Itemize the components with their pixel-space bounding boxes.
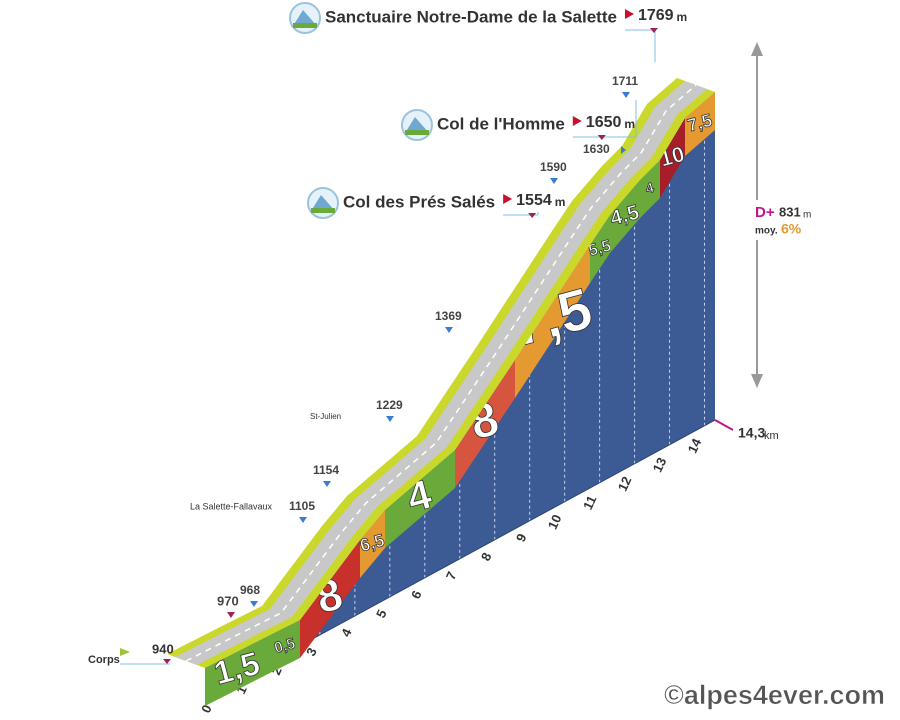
gain-arrow-head [751, 42, 763, 56]
gain-unit: m [803, 210, 811, 221]
summit-marker-tri [597, 135, 606, 140]
km-label: 4 [338, 626, 355, 640]
waypoint-tri [550, 178, 558, 184]
summit-name: Col des Prés Salés [343, 192, 495, 211]
avg-value: 6% [781, 221, 802, 237]
waypoint-altitude: 1711 [612, 74, 638, 88]
km-label: 7 [443, 569, 460, 582]
summit-icon-grass [293, 23, 317, 28]
km-label: 11 [580, 493, 599, 512]
summit-flag [503, 194, 513, 204]
waypoint-altitude: 1590 [540, 160, 567, 174]
km-label: 10 [545, 512, 565, 531]
distance-value: 14,3 [738, 425, 765, 441]
summit-marker: Col de l'Homme 1650 m [401, 100, 637, 141]
summit-icon-mountain [405, 117, 429, 133]
km-label: 14 [685, 435, 705, 455]
avg-label: moy. [755, 226, 778, 237]
summit-flag [572, 116, 582, 126]
summit-name: Col de l'Homme [437, 114, 565, 133]
waypoint-tri [386, 416, 394, 422]
summit-flag [624, 9, 634, 19]
summit-marker-tri [528, 213, 537, 218]
gain-arrow-head [751, 374, 763, 388]
gradient-block [455, 360, 515, 488]
waypoint-tri [622, 92, 630, 98]
mountain-face [205, 92, 715, 692]
summit-icon-grass [405, 130, 429, 135]
gradient-block [385, 450, 455, 548]
summit-unit: m [677, 10, 688, 24]
waypoint-altitude: 1369 [435, 309, 462, 323]
gain-label: D+ [755, 204, 775, 221]
waypoint-altitude: 1229 [376, 398, 403, 412]
summit-marker: Sanctuaire Notre-Dame de la Salette 1769 m [289, 2, 688, 62]
distance-tick [714, 419, 734, 431]
gradient-block [515, 245, 590, 398]
gradient-block [360, 510, 385, 578]
km-label: 6 [408, 588, 425, 601]
distance-unit: km [764, 430, 779, 442]
summit-altitude: 1554 [516, 192, 552, 209]
summit-icon-grass [311, 208, 335, 213]
waypoint-tri [445, 327, 453, 333]
credit: ©alpes4ever.com [664, 680, 885, 710]
gradient-block [270, 620, 300, 673]
summit-icon-mountain [293, 10, 317, 26]
summit-unit: m [624, 117, 635, 131]
gradient-block [300, 540, 360, 658]
km-label: 13 [650, 455, 670, 474]
gradient-block [660, 118, 685, 198]
waypoint-tri [250, 601, 258, 607]
summit-icon-mountain [311, 195, 335, 211]
start-flag [120, 648, 130, 656]
summit-unit: m [555, 195, 566, 209]
road-surface [175, 81, 707, 665]
gradient-block [640, 160, 660, 218]
waypoint-altitude: 1154 [313, 463, 339, 477]
waypoint-tri [323, 481, 331, 487]
km-label: 12 [615, 474, 635, 493]
waypoint-altitude: 970 [217, 593, 239, 608]
start-tri [163, 659, 171, 664]
start-name: Corps [88, 654, 120, 666]
waypoint-tri [299, 517, 307, 523]
summit-marker-tri [649, 28, 658, 33]
gain-value: 831 [779, 204, 801, 219]
summit-altitude: 1650 [586, 114, 622, 131]
km-label: 5 [373, 607, 390, 620]
waypoint-altitude: 1105 [289, 499, 315, 513]
waypoint-name: La Salette-Fallavaux [190, 501, 273, 511]
waypoint-tri [621, 146, 626, 154]
gradient-block [610, 180, 640, 253]
waypoint-altitude: 968 [240, 583, 260, 597]
gain-bg [740, 200, 790, 240]
start-altitude: 940 [152, 641, 174, 656]
gradient-block [205, 635, 270, 706]
summit-name: Sanctuaire Notre-Dame de la Salette [325, 7, 617, 26]
km-label: 9 [513, 531, 530, 544]
waypoint-altitude: 1630 [583, 142, 610, 156]
waypoint-tri [227, 612, 235, 618]
km-label: 8 [478, 550, 495, 563]
summit-altitude: 1769 [638, 7, 674, 24]
gradient-block [685, 92, 715, 156]
gradient-label: 0,5 [273, 635, 298, 657]
gradient-block [590, 215, 610, 283]
summit-marker: Col des Prés Salés 1554 m [307, 187, 566, 219]
road-centerline [185, 84, 697, 662]
waypoint-name: St-Julien [310, 412, 341, 421]
